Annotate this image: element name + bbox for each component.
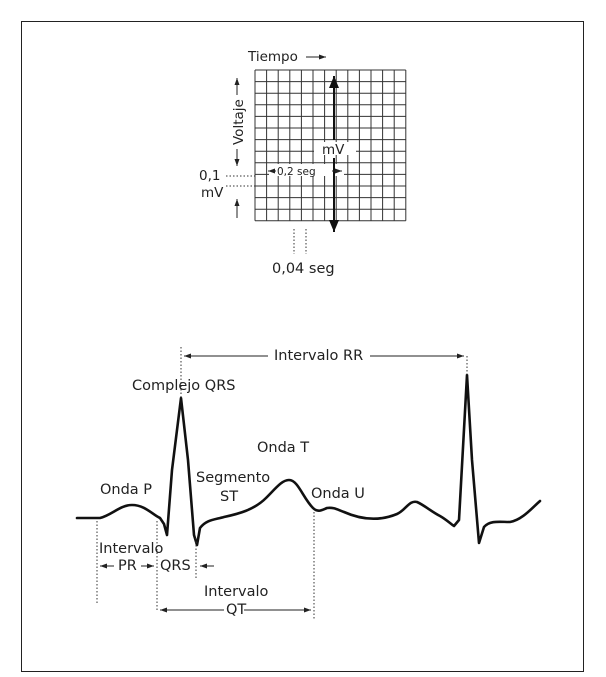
ecg-grid-paper bbox=[254, 69, 407, 222]
grid-seg-mask bbox=[269, 164, 344, 176]
t-wave-label: Onda T bbox=[257, 440, 309, 456]
qt-interval-label-line1: Intervalo bbox=[204, 584, 269, 600]
pr-interval-label-line2: PR bbox=[118, 558, 137, 574]
u-wave-label: Onda U bbox=[311, 486, 365, 502]
figure-frame bbox=[21, 21, 584, 672]
seg-02-label: 0,2 seg bbox=[277, 166, 316, 178]
st-segment-label-line1: Segmento bbox=[196, 470, 270, 486]
rr-interval-label: Intervalo RR bbox=[274, 348, 363, 364]
st-segment-label-line2: ST bbox=[220, 489, 238, 505]
qrs-label: QRS bbox=[160, 558, 191, 574]
seg-004-label: 0,04 seg bbox=[272, 261, 335, 277]
p-wave-label: Onda P bbox=[100, 482, 152, 498]
time-axis-label: Tiempo bbox=[247, 49, 298, 65]
pr-interval-label-line1: Intervalo bbox=[99, 541, 164, 557]
point-one-unit-label: mV bbox=[201, 185, 224, 201]
qt-interval-label-line2: QT bbox=[226, 602, 246, 618]
ecg-waveform bbox=[75, 373, 542, 547]
point-one-label: 0,1 bbox=[199, 168, 220, 184]
mv-label: mV bbox=[322, 142, 345, 158]
grid-mv-mask bbox=[314, 142, 356, 155]
qrs-complex-label: Complejo QRS bbox=[132, 378, 235, 394]
voltage-axis-label: Voltaje bbox=[231, 99, 247, 145]
